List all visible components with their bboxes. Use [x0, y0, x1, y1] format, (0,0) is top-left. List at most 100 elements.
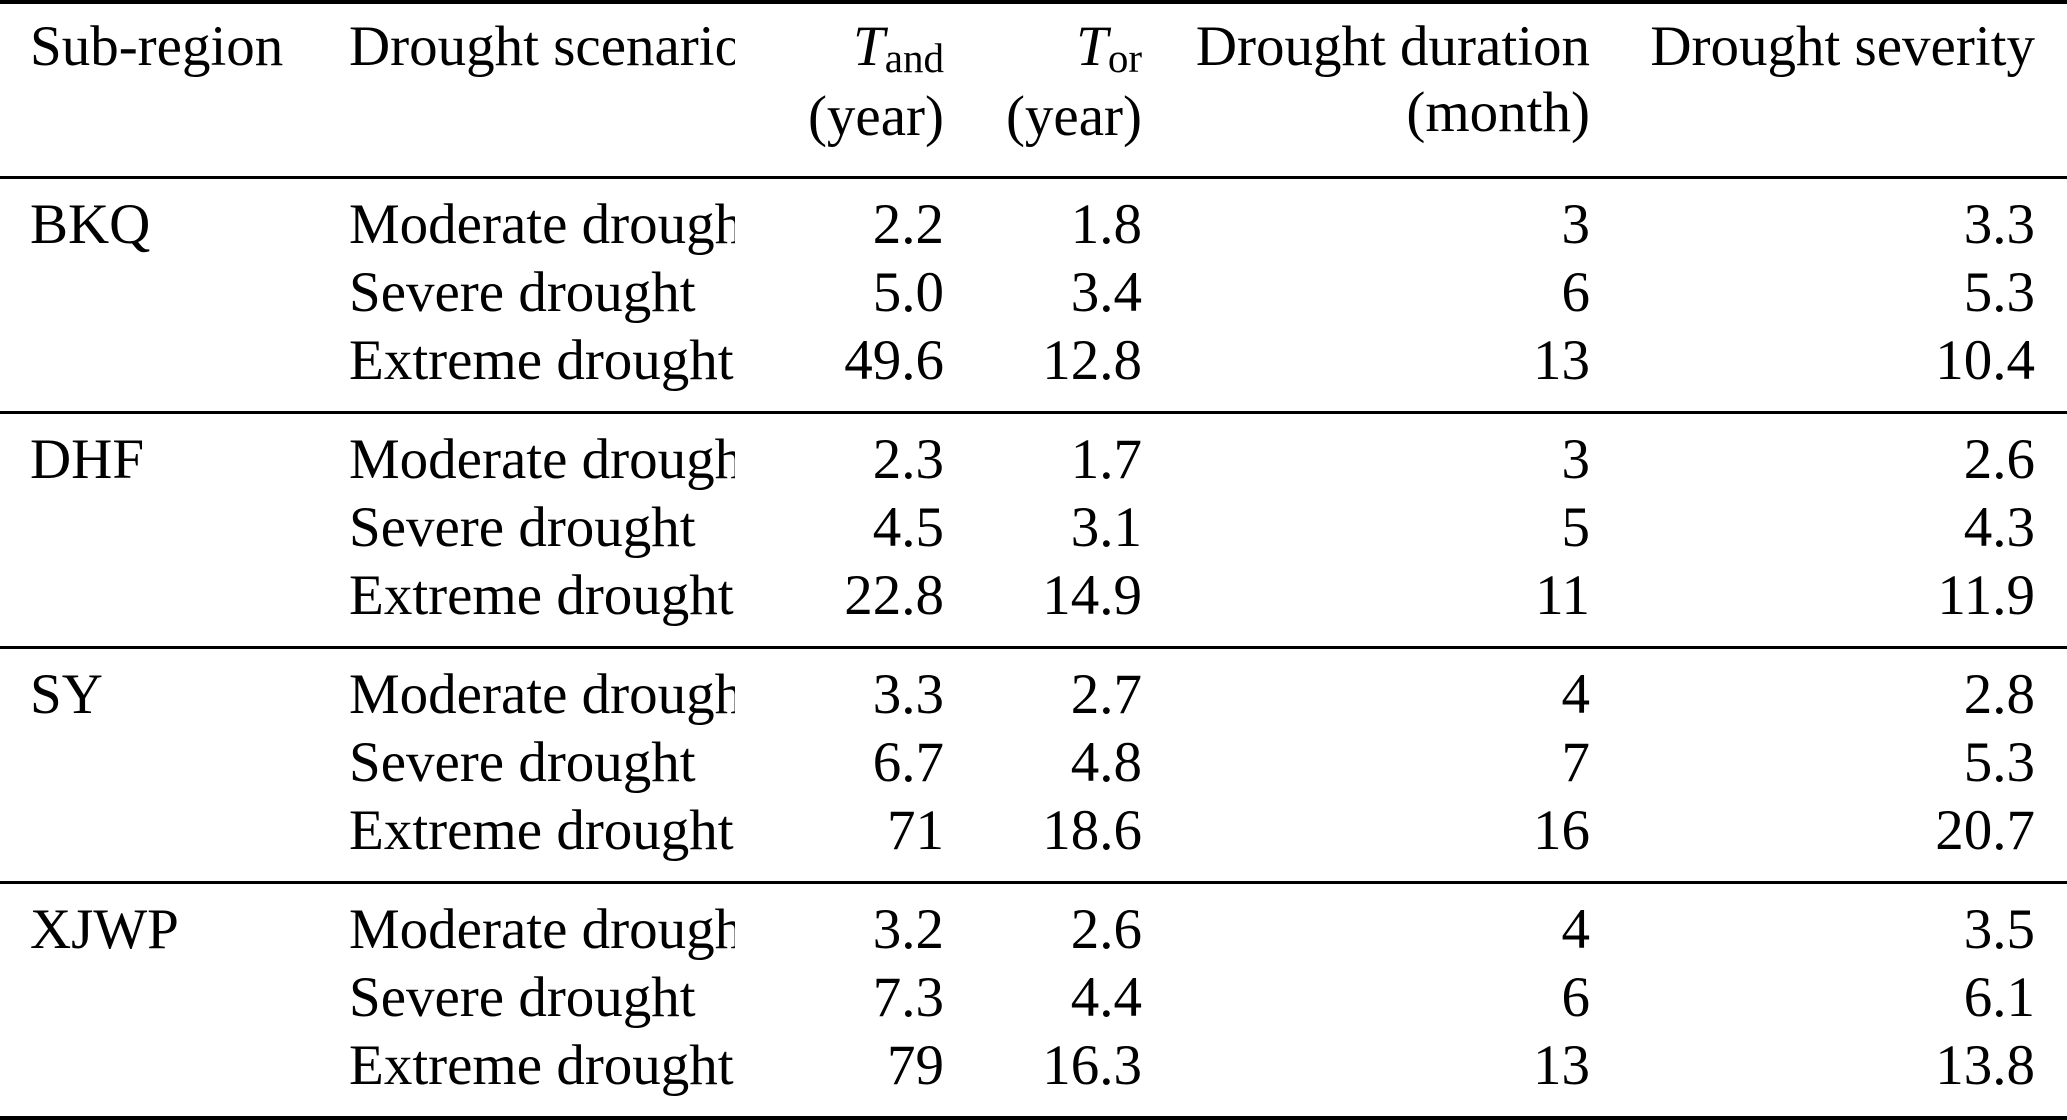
- table-row: Extreme drought 71 18.6 16 20.7: [0, 797, 2067, 883]
- table-row: Severe drought 7.3 4.4 6 6.1: [0, 964, 2067, 1032]
- col-header-sub-region: Sub-region: [30, 15, 284, 78]
- cell-t-or: 14.9: [1042, 564, 1142, 627]
- cell-duration: 3: [1148, 176, 1596, 259]
- cell-t-and: 3.3: [735, 646, 950, 729]
- cell-severity: 2.6: [1596, 411, 2067, 494]
- col-header-drought-scenario: Drought scenario: [349, 15, 735, 78]
- t-and-unit: (year): [807, 85, 944, 148]
- cell-severity: 10.4: [1935, 329, 2035, 392]
- cell-t-and: 4.5: [872, 496, 944, 559]
- t-or-subscript: or: [1107, 35, 1142, 82]
- cell-severity: 11.9: [1937, 564, 2035, 627]
- cell-duration: 6: [1561, 261, 1591, 324]
- cell-severity: 3.5: [1596, 881, 2067, 964]
- cell-t-and: 2.3: [735, 411, 950, 494]
- table-row: Extreme drought 22.8 14.9 11 11.9: [0, 562, 2067, 648]
- cell-scenario: Severe drought: [349, 966, 696, 1029]
- cell-sub-region-empty: [0, 729, 335, 797]
- cell-severity: 5.3: [1963, 731, 2035, 794]
- cell-sub-region-empty: [0, 964, 335, 1032]
- cell-t-or: 12.8: [1042, 329, 1142, 392]
- cell-sub-region-empty: [0, 259, 335, 327]
- cell-duration: 11: [1535, 564, 1590, 627]
- cell-t-or: 4.8: [1070, 731, 1142, 794]
- cell-duration: 13: [1533, 1034, 1590, 1097]
- cell-t-and: 2.2: [735, 176, 950, 259]
- cell-t-and: 71: [887, 799, 944, 862]
- table-row: Severe drought 4.5 3.1 5 4.3: [0, 494, 2067, 562]
- cell-t-or: 2.7: [950, 646, 1148, 729]
- cell-sub-region: DHF: [0, 411, 335, 494]
- cell-scenario: Extreme drought: [349, 799, 734, 862]
- table-row: BKQ Moderate drought 2.2 1.8 3 3.3: [0, 176, 2067, 259]
- t-and-symbol: T: [853, 15, 885, 78]
- cell-sub-region-empty: [0, 1032, 335, 1118]
- group-dhf: DHF Moderate drought 2.3 1.7 3 2.6 Sever…: [0, 411, 2067, 648]
- group-bkq: BKQ Moderate drought 2.2 1.8 3 3.3 Sever…: [0, 176, 2067, 413]
- col-header-drought-duration: Drought duration (month): [1148, 2, 1596, 178]
- cell-duration: 13: [1533, 329, 1590, 392]
- cell-scenario: Moderate drought: [335, 881, 735, 964]
- cell-severity: 20.7: [1935, 799, 2035, 862]
- cell-scenario: Extreme drought: [349, 564, 734, 627]
- cell-scenario: Moderate drought: [335, 176, 735, 259]
- cell-severity: 3.3: [1596, 176, 2067, 259]
- cell-scenario: Extreme drought: [349, 1034, 734, 1097]
- table-row: DHF Moderate drought 2.3 1.7 3 2.6: [0, 411, 2067, 494]
- cell-sub-region: XJWP: [0, 881, 335, 964]
- drought-severity-label: Drought severity: [1650, 15, 2035, 78]
- table-row: XJWP Moderate drought 3.2 2.6 4 3.5: [0, 881, 2067, 964]
- cell-scenario: Severe drought: [349, 731, 696, 794]
- cell-scenario: Moderate drought: [335, 411, 735, 494]
- table-header: Sub-region Drought scenario Tand (year) …: [0, 2, 2067, 178]
- cell-t-or: 16.3: [1042, 1034, 1142, 1097]
- cell-t-and: 79: [887, 1034, 944, 1097]
- cell-severity: 4.3: [1963, 496, 2035, 559]
- cell-scenario: Extreme drought: [349, 329, 734, 392]
- cell-duration: 16: [1533, 799, 1590, 862]
- cell-t-or: 4.4: [1070, 966, 1142, 1029]
- cell-duration: 4: [1148, 646, 1596, 729]
- col-header-drought-severity: Drought severity: [1596, 2, 2067, 178]
- cell-duration: 7: [1561, 731, 1591, 794]
- table-row: Severe drought 6.7 4.8 7 5.3: [0, 729, 2067, 797]
- table-row: Extreme drought 79 16.3 13 13.8: [0, 1032, 2067, 1118]
- table-row: Severe drought 5.0 3.4 6 5.3: [0, 259, 2067, 327]
- col-header-t-or: Tor (year): [950, 2, 1148, 178]
- cell-t-or: 3.1: [1070, 496, 1142, 559]
- cell-t-and: 3.2: [735, 881, 950, 964]
- drought-duration-unit: (month): [1406, 81, 1590, 144]
- cell-scenario: Severe drought: [349, 261, 696, 324]
- cell-t-or: 2.6: [950, 881, 1148, 964]
- cell-t-or: 3.4: [1070, 261, 1142, 324]
- table-row: SY Moderate drought 3.3 2.7 4 2.8: [0, 646, 2067, 729]
- group-sy: SY Moderate drought 3.3 2.7 4 2.8 Severe…: [0, 646, 2067, 883]
- t-or-symbol: T: [1076, 15, 1108, 78]
- cell-sub-region: BKQ: [0, 176, 335, 259]
- cell-duration: 5: [1561, 496, 1591, 559]
- col-header-t-and: Tand (year): [735, 2, 950, 178]
- cell-sub-region-empty: [0, 494, 335, 562]
- cell-scenario: Severe drought: [349, 496, 696, 559]
- cell-severity: 13.8: [1935, 1034, 2035, 1097]
- cell-severity: 6.1: [1963, 966, 2035, 1029]
- table-row: Extreme drought 49.6 12.8 13 10.4: [0, 327, 2067, 413]
- cell-t-and: 7.3: [872, 966, 944, 1029]
- cell-t-and: 6.7: [872, 731, 944, 794]
- cell-t-or: 1.8: [950, 176, 1148, 259]
- t-or-unit: (year): [1005, 85, 1142, 148]
- cell-sub-region-empty: [0, 797, 335, 883]
- cell-duration: 3: [1148, 411, 1596, 494]
- header-row: Sub-region Drought scenario Tand (year) …: [0, 2, 2067, 178]
- t-or-label: Tor: [950, 14, 1142, 84]
- t-and-subscript: and: [884, 35, 944, 82]
- cell-t-and: 5.0: [872, 261, 944, 324]
- cell-duration: 4: [1148, 881, 1596, 964]
- group-xjwp: XJWP Moderate drought 3.2 2.6 4 3.5 Seve…: [0, 881, 2067, 1119]
- cell-severity: 2.8: [1596, 646, 2067, 729]
- cell-severity: 5.3: [1963, 261, 2035, 324]
- cell-sub-region-empty: [0, 562, 335, 648]
- cell-t-or: 18.6: [1042, 799, 1142, 862]
- cell-duration: 6: [1561, 966, 1591, 1029]
